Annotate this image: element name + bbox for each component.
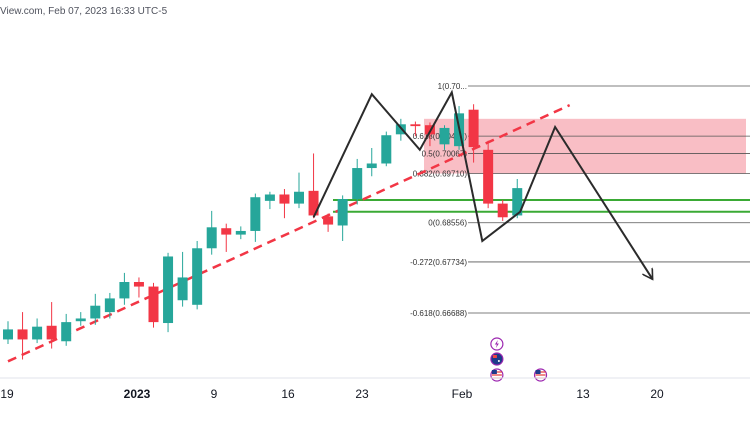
candle-body [308,190,319,216]
us-flag-icon [533,368,548,382]
x-axis-tick-label: Feb [452,387,473,401]
us-flag-icon [490,368,504,382]
fib-level-label: 0.5(0.70067) [422,149,468,158]
candle-body [133,282,144,287]
candle-body [381,135,392,164]
candle-body [410,124,421,127]
trend-line [7,104,571,363]
au-flag-icon [490,352,504,366]
candle-body [439,127,450,145]
candle-body [104,298,115,313]
lightning-icon-bolt [494,340,499,348]
fib-level-label: 1(0.70... [438,82,467,91]
candle-body [264,194,275,201]
x-axis-layer: 19 2023 9 16 23 Feb 13 20 [0,387,664,401]
x-axis-tick-label: 9 [211,387,218,401]
fib-level-label: -0.272(0.67734) [410,258,467,267]
au-flag-icon-union [492,355,497,358]
fib-level-label: -0.618(0.66688) [410,309,467,318]
x-axis-tick-label: 13 [576,387,590,401]
header-info: View.com, Feb 07, 2023 16:33 UTC-5 [0,6,168,17]
fib-level-label: 0(0.68556) [428,219,467,228]
candle-body [337,199,348,226]
candle-body [148,286,159,323]
candle-body [61,322,72,342]
x-axis-tick-label: 2023 [124,387,151,401]
x-axis-tick-label: 16 [281,387,295,401]
x-axis-tick-label: 20 [650,387,664,401]
candle-body [323,216,334,225]
candle-body [177,277,188,301]
trend-line-layer [7,104,571,363]
candle-body [512,188,523,216]
candle-body [17,329,28,340]
projection-path-layer [312,89,654,279]
au-flag-icon-star [497,360,500,362]
us-flag-icon-canton [535,370,541,374]
candle-body [468,109,479,148]
us-flag-icon-canton [491,370,497,374]
x-axis-tick-label: 23 [355,387,369,401]
candle-body [221,228,232,235]
candle-body [46,325,57,340]
candle-body [294,191,304,204]
candle-body [366,163,377,169]
projection-path [312,89,654,279]
x-axis-tick-label: 19 [0,387,14,401]
candle-body [250,197,261,231]
candle-body [235,230,246,235]
candle-body [163,256,174,324]
candle-body [75,318,86,322]
candle-body [279,194,290,204]
event-icons-layer [490,337,548,382]
candle-body [119,282,130,299]
candle-body [497,203,508,218]
support-lines-layer [333,198,750,213]
candle-body [206,227,217,249]
candle-body [3,329,13,340]
candle-body [483,149,494,204]
fib-level-label: 0.382(0.69710) [413,170,468,179]
au-flag-icon-circle [490,352,504,366]
candle-body [32,326,43,340]
candle-body [352,168,363,200]
candle-body [90,305,101,319]
candle-body [192,248,203,305]
lightning-icon [490,337,504,351]
candles-layer [3,104,523,360]
